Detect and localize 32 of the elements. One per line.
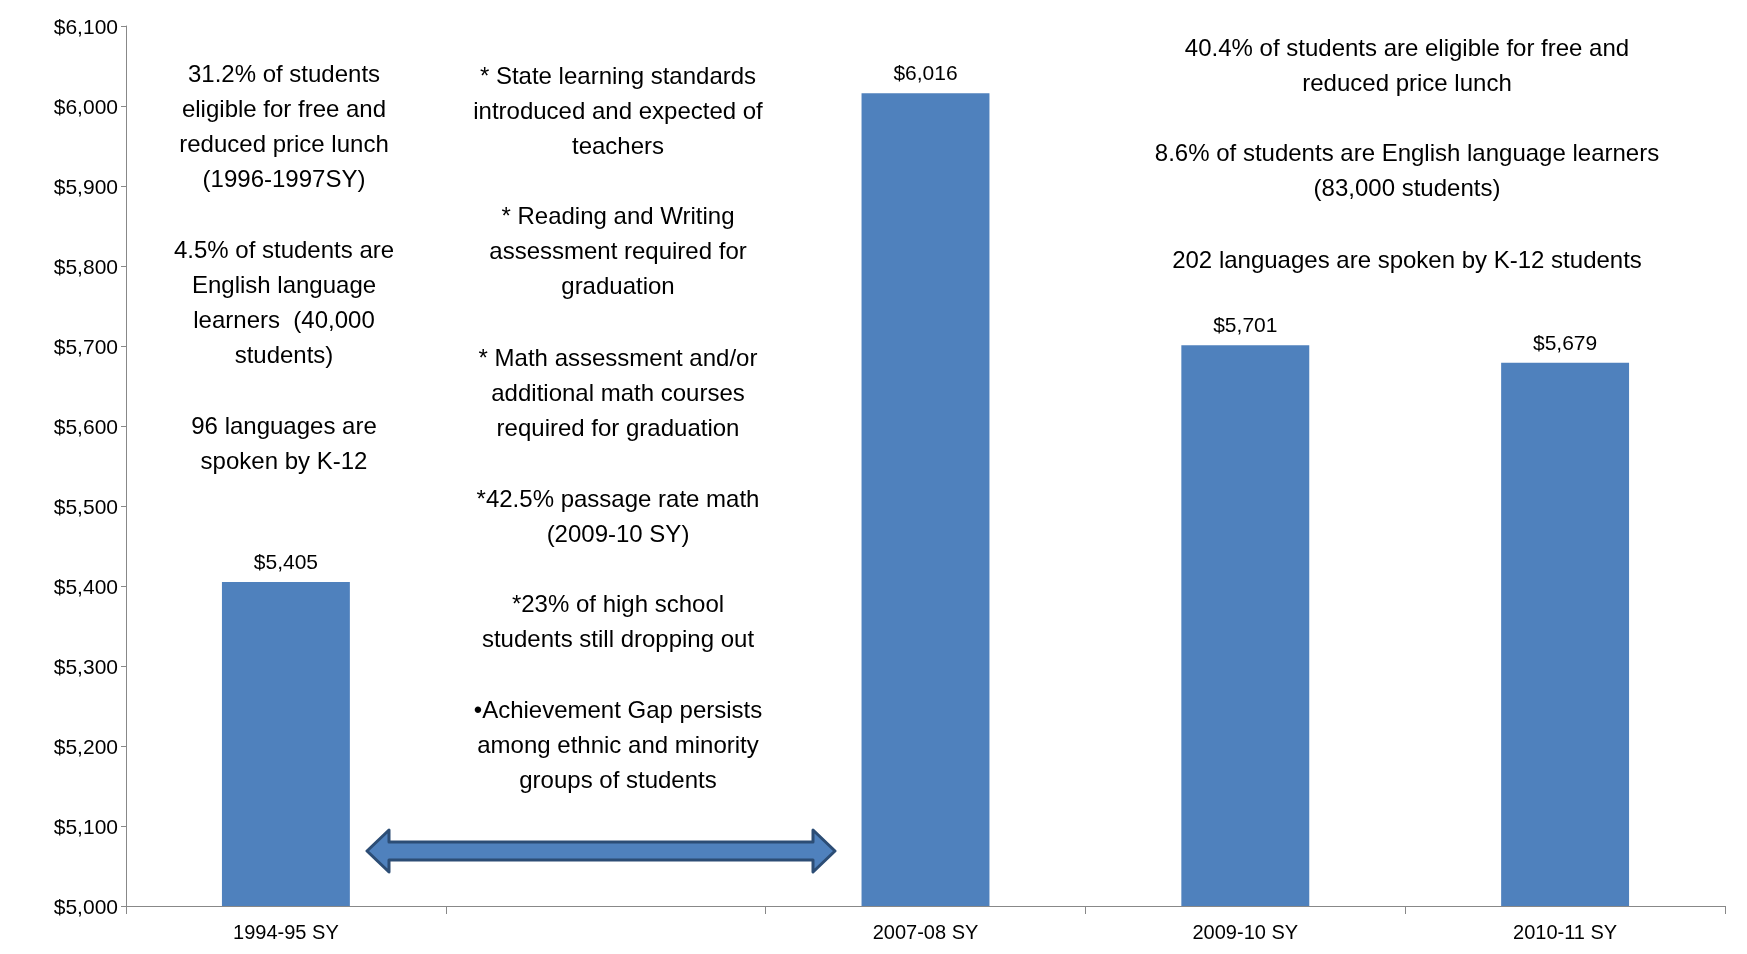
data-label: $5,679 <box>1532 330 1598 354</box>
x-tick-label: 1994-95 SY <box>233 921 339 943</box>
annotation: * Math assessment and/or additional math courses required for graduation <box>478 344 758 441</box>
annotation: 31.2% of students eligible for free and reduced price lunch (1996-1997SY) <box>179 60 389 192</box>
y-tick-label: $5,000 <box>53 894 118 918</box>
x-tick-label: 2010-11 SY <box>1513 921 1618 943</box>
annotation: *23% of high school students still dropping out <box>481 590 755 652</box>
y-tick-label: $5,900 <box>53 174 118 198</box>
annotation: 96 languages are spoken by K-12 <box>191 412 377 474</box>
y-tick-label: $5,300 <box>53 654 118 678</box>
y-tick-label: $5,800 <box>53 254 118 278</box>
annotation: •Achievement Gap persists among ethnic and minority groups of students <box>473 696 763 793</box>
y-tick-label: $6,000 <box>53 94 118 118</box>
data-label: $5,701 <box>1213 313 1278 337</box>
annotation: * Reading and Writing assessment required for graduation <box>489 202 747 299</box>
x-tick-label: 2007-08 SY <box>872 921 979 943</box>
y-tick-label: $5,400 <box>53 574 118 598</box>
y-tick-label: $6,100 <box>53 14 118 38</box>
y-tick-label: $5,200 <box>53 734 118 758</box>
y-tick-label: $5,500 <box>53 494 118 518</box>
data-label: $6,016 <box>893 61 958 85</box>
y-tick-label: $5,100 <box>53 814 118 838</box>
annotation: 4.5% of students are English language learners (40,000 students) <box>173 236 395 368</box>
annotation: 40.4% of students are eligible for free and reduced price lunch <box>1184 34 1630 96</box>
y-tick-label: $5,700 <box>53 334 118 358</box>
data-label: $5,405 <box>253 550 319 573</box>
annotation: *42.5% passage rate math (2009-10 SY) <box>476 485 760 547</box>
annotation: 202 languages are spoken by K-12 students <box>1172 246 1642 273</box>
y-tick-label: $5,600 <box>53 414 118 438</box>
annotation: 8.6% of students are English language learners (83,000 students) <box>1154 139 1660 201</box>
x-tick-label: 2009-10 SY <box>1192 921 1299 943</box>
annotation: * State learning standards introduced and expected of teachers <box>473 62 764 159</box>
